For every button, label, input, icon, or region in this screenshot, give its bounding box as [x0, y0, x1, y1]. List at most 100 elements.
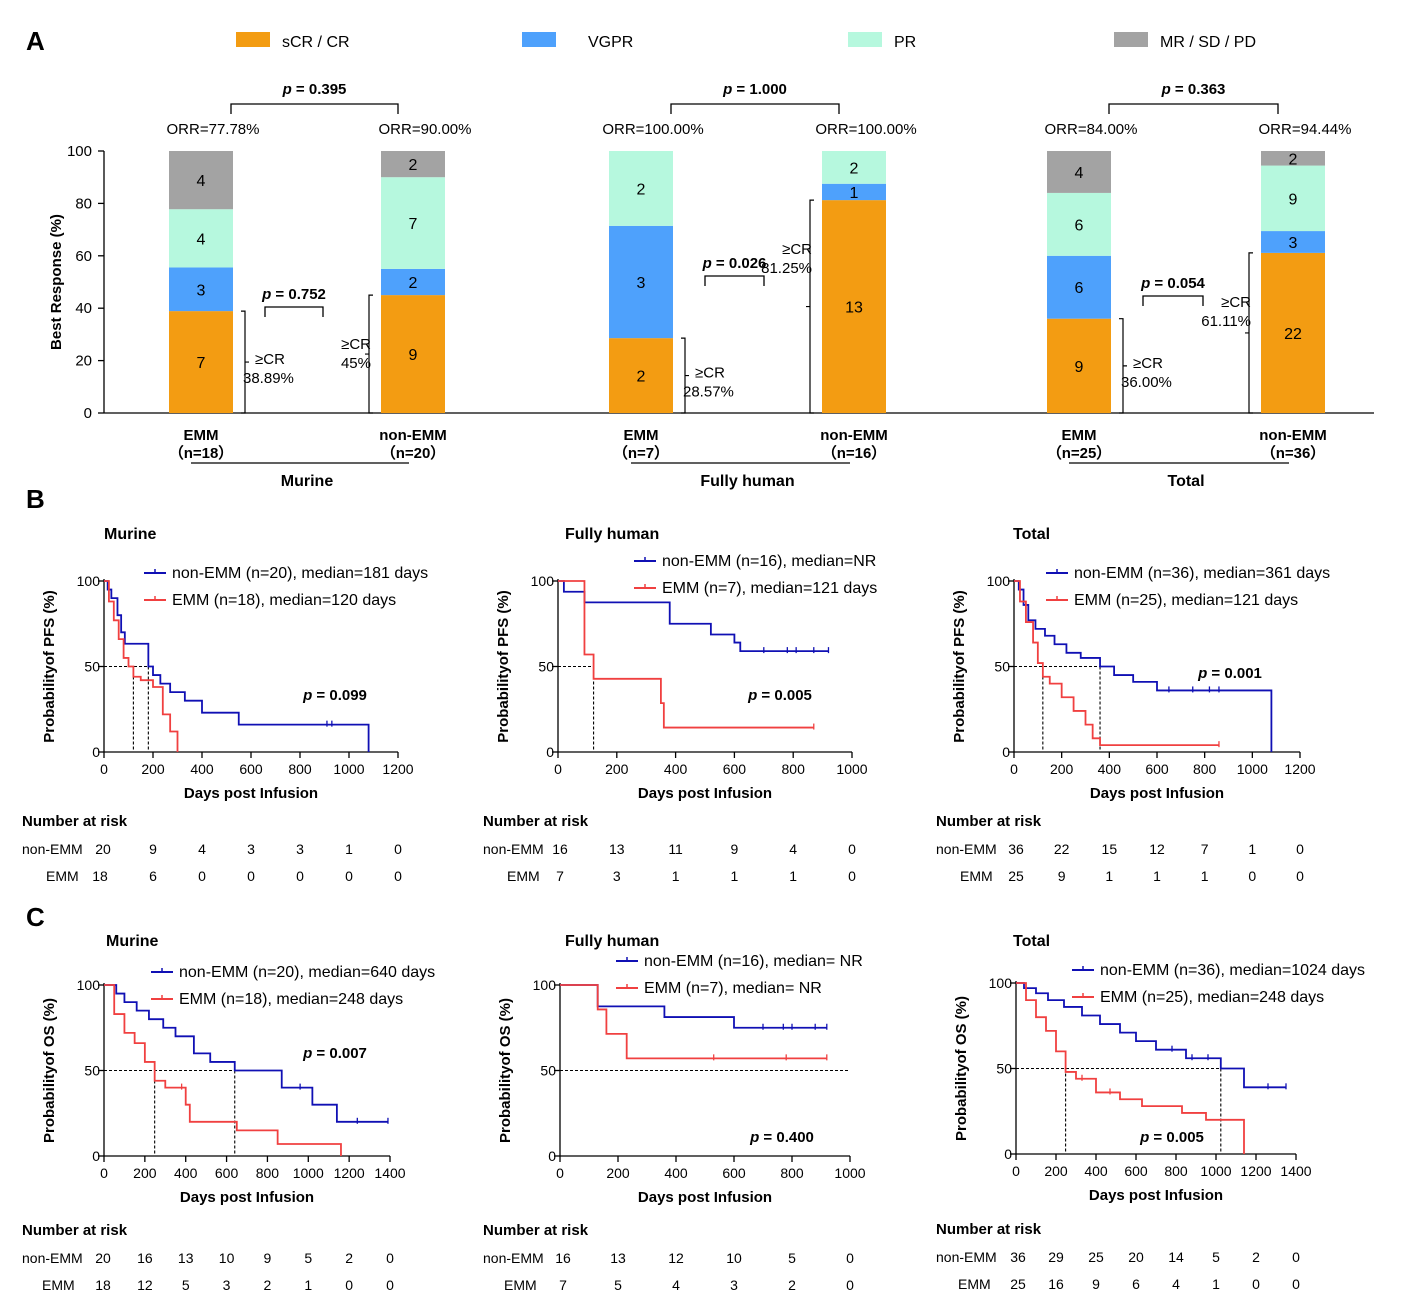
- risk-row-label: EMM: [958, 1276, 991, 1292]
- risk-count: 20: [1128, 1249, 1144, 1265]
- bar-segment-pr: [169, 209, 233, 268]
- risk-count: 5: [182, 1277, 190, 1293]
- segment-count: 3: [1289, 235, 1298, 252]
- km-x-tick-label: 200: [133, 1165, 157, 1181]
- km-x-tick-label: 0: [556, 1165, 564, 1181]
- risk-count: 20: [95, 1250, 111, 1266]
- risk-count: 7: [1201, 841, 1209, 857]
- km-y-axis-title: Probabilityof PFS (%): [41, 590, 58, 743]
- p-symbol: p: [1139, 1129, 1149, 1146]
- km-x-tick-label: 800: [780, 1165, 804, 1181]
- segment-count: 9: [1075, 359, 1084, 376]
- km-legend-label: non-EMM (n=36), median=1024 days: [1100, 962, 1365, 979]
- risk-count: 9: [731, 841, 739, 857]
- risk-table-title: Number at risk: [483, 1222, 589, 1239]
- p-value: = 0.395: [292, 81, 347, 98]
- km-x-tick-label: 400: [664, 761, 688, 777]
- risk-count: 1: [1201, 868, 1209, 884]
- km-x-axis-title: Days post Infusion: [638, 785, 772, 802]
- risk-table-title: Number at risk: [936, 1221, 1042, 1238]
- p-symbol: p: [302, 1045, 312, 1062]
- bar-group-n: （n=20）: [381, 444, 446, 462]
- risk-count: 5: [614, 1277, 622, 1293]
- p-symbol: p: [749, 1129, 759, 1146]
- km-x-tick-label: 1000: [1200, 1163, 1231, 1179]
- risk-count: 9: [264, 1250, 272, 1266]
- km-x-tick-label: 600: [1124, 1163, 1148, 1179]
- bar-group-label: non-EMM: [1259, 427, 1326, 444]
- bar-segment-vgpr: [381, 268, 445, 296]
- p-value: = 0.007: [312, 1045, 367, 1062]
- km-y-tick-label: 100: [533, 977, 557, 993]
- segment-count: 2: [637, 181, 646, 198]
- risk-count: 1: [789, 868, 797, 884]
- bar-segment-mr: [1261, 151, 1325, 166]
- km-x-tick-label: 1200: [1240, 1163, 1271, 1179]
- p-value-orr: p = 0.395: [282, 81, 347, 98]
- risk-count: 7: [556, 868, 564, 884]
- km-curve-emm: [1014, 580, 1219, 747]
- km-x-tick-label: 600: [722, 1165, 746, 1181]
- legend-label-vgpr: VGPR: [588, 34, 633, 51]
- risk-count: 0: [1296, 841, 1304, 857]
- risk-row-label: non-EMM: [483, 1250, 544, 1266]
- risk-count: 2: [788, 1277, 796, 1293]
- bar-segment-vgpr: [1261, 231, 1325, 253]
- risk-count: 6: [149, 868, 157, 884]
- segment-count: 7: [409, 216, 418, 233]
- cr-percent: 36.00%: [1121, 374, 1172, 391]
- segment-count: 1: [850, 185, 859, 202]
- risk-count: 1: [345, 841, 353, 857]
- risk-count: 2: [345, 1250, 353, 1266]
- km-p-value: p = 0.400: [749, 1129, 814, 1146]
- km-y-axis-title: Probabilityof OS (%): [41, 998, 58, 1143]
- risk-count: 4: [198, 841, 206, 857]
- km-curve-emm: [558, 580, 814, 729]
- km-y-tick-label: 100: [989, 975, 1013, 991]
- risk-count: 1: [1212, 1276, 1220, 1292]
- y-tick-label-a: 20: [75, 353, 92, 370]
- risk-count: 0: [1292, 1276, 1300, 1292]
- risk-count: 3: [613, 868, 621, 884]
- p-symbol: p: [1140, 275, 1150, 292]
- bar-segment-vgpr: [169, 267, 233, 312]
- km-y-tick-label: 100: [987, 573, 1011, 589]
- risk-count: 4: [672, 1277, 680, 1293]
- risk-count: 5: [788, 1250, 796, 1266]
- km-x-tick-label: 1000: [293, 1165, 324, 1181]
- km-x-tick-label: 1000: [1237, 761, 1268, 777]
- km-title: Fully human: [565, 933, 659, 950]
- p-symbol: p: [1197, 665, 1207, 682]
- bar-group-label: non-EMM: [820, 427, 887, 444]
- cr-label: ≥CR: [1221, 294, 1251, 311]
- cr-label: ≥CR: [782, 241, 812, 258]
- km-y-tick-label: 50: [994, 659, 1010, 675]
- risk-count: 14: [1168, 1249, 1184, 1265]
- risk-count: 0: [846, 1277, 854, 1293]
- km-x-tick-label: 800: [1164, 1163, 1188, 1179]
- cr-compare-bracket: [704, 275, 765, 286]
- risk-count: 13: [178, 1250, 194, 1266]
- risk-count: 15: [1102, 841, 1118, 857]
- km-y-tick-label: 100: [77, 977, 101, 993]
- km-x-tick-label: 800: [288, 761, 312, 777]
- km-x-tick-label: 800: [1193, 761, 1217, 777]
- cr-percent: 61.11%: [1201, 313, 1251, 330]
- bar-segment-pr: [822, 151, 886, 184]
- bar-segment-pr: [381, 177, 445, 269]
- risk-row-label: EMM: [42, 1277, 75, 1293]
- legend-label-mr: MR / SD / PD: [1160, 34, 1256, 51]
- p-value: = 1.000: [732, 81, 787, 98]
- risk-count: 0: [848, 868, 856, 884]
- risk-count: 4: [789, 841, 797, 857]
- risk-count: 22: [1054, 841, 1070, 857]
- risk-count: 9: [1092, 1276, 1100, 1292]
- risk-count: 36: [1010, 1249, 1026, 1265]
- orr-label: ORR=94.44%: [1259, 121, 1352, 138]
- risk-table-title: Number at risk: [22, 813, 128, 830]
- bar-segment-cr: [381, 295, 445, 413]
- km-y-tick-label: 0: [546, 744, 554, 760]
- km-legend-label: EMM (n=18), median=248 days: [179, 991, 403, 1008]
- km-title: Fully human: [565, 526, 659, 543]
- km-x-tick-label: 400: [1098, 761, 1122, 777]
